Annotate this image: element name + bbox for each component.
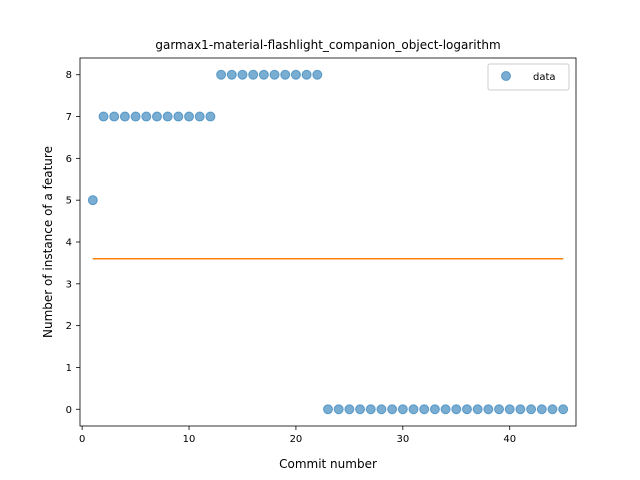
data-point — [216, 69, 227, 80]
y-tick-label: 6 — [66, 154, 72, 165]
data-point — [301, 69, 312, 80]
y-tick-label: 3 — [66, 279, 72, 290]
data-point — [408, 404, 419, 415]
data-point — [205, 111, 216, 122]
y-tick-label: 7 — [66, 112, 72, 123]
data-point — [312, 69, 323, 80]
data-point — [98, 111, 109, 122]
y-tick-label: 2 — [66, 321, 72, 332]
data-point — [494, 404, 505, 415]
data-point — [365, 404, 376, 415]
y-tick-label: 1 — [66, 363, 72, 374]
data-point — [269, 69, 280, 80]
data-point — [184, 111, 195, 122]
data-point — [461, 404, 472, 415]
data-point — [376, 404, 387, 415]
legend-marker — [501, 71, 511, 81]
data-point — [429, 404, 440, 415]
data-point — [87, 195, 98, 206]
data-point — [536, 404, 547, 415]
data-point — [547, 404, 558, 415]
y-axis-label: Number of instance of a feature — [41, 146, 55, 338]
data-point — [440, 404, 451, 415]
data-point — [280, 69, 291, 80]
legend: data — [487, 63, 570, 91]
axes-frame — [79, 57, 577, 427]
data-point — [226, 69, 237, 80]
data-point — [526, 404, 537, 415]
data-point — [355, 404, 366, 415]
data-point — [515, 404, 526, 415]
chart-title: garmax1-material-flashlight_companion_ob… — [155, 38, 500, 52]
data-point — [141, 111, 152, 122]
data-point — [119, 111, 130, 122]
data-point — [504, 404, 515, 415]
data-point — [451, 404, 462, 415]
data-point — [483, 404, 494, 415]
data-point — [290, 69, 301, 80]
y-tick-label: 5 — [66, 196, 72, 207]
data-point — [333, 404, 344, 415]
data-point — [419, 404, 430, 415]
x-tick-label: 20 — [290, 434, 303, 445]
y-tick-label: 0 — [66, 405, 72, 416]
data-point — [248, 69, 259, 80]
x-tick-label: 10 — [183, 434, 196, 445]
data-point — [194, 111, 205, 122]
data-point — [130, 111, 141, 122]
data-point — [558, 404, 569, 415]
data-point — [151, 111, 162, 122]
x-tick-label: 0 — [79, 434, 85, 445]
data-point — [344, 404, 355, 415]
y-tick-label: 8 — [66, 70, 72, 81]
x-tick-label: 40 — [503, 434, 516, 445]
legend-label-data: data — [533, 72, 556, 83]
data-point — [162, 111, 173, 122]
plot-area: 0 10 20 30 40 0 1 2 3 4 5 6 7 8 — [66, 57, 577, 445]
data-point — [323, 404, 333, 415]
data-point — [173, 111, 184, 122]
data-point — [387, 404, 398, 415]
data-point — [472, 404, 483, 415]
legend-box — [487, 63, 570, 91]
data-point — [109, 111, 120, 122]
data-point — [397, 404, 408, 415]
y-tick-label: 4 — [66, 238, 72, 249]
data-point — [237, 69, 248, 80]
x-axis-label: Commit number — [279, 457, 377, 471]
x-tick-label: 30 — [396, 434, 409, 445]
data-point — [258, 69, 269, 80]
